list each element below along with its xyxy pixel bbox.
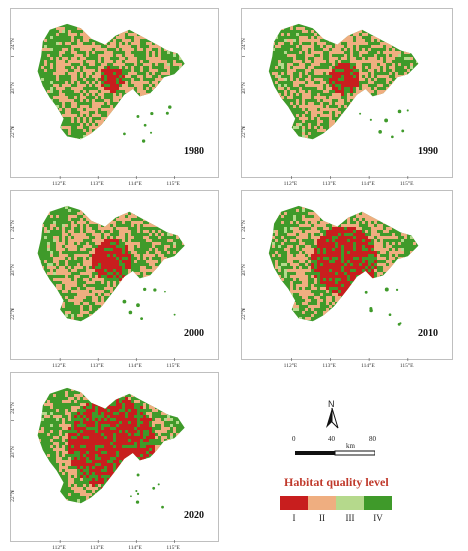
map-year-label: 2020 <box>184 510 204 521</box>
x-tick-label: 114°E <box>128 181 142 187</box>
y-tick-label: 24°N <box>241 220 247 232</box>
legend-title: Habitat quality level <box>284 475 389 490</box>
y-tick-label: 23°N <box>10 446 16 458</box>
x-tick-label: 112°E <box>284 363 298 369</box>
legend-level-label: III <box>340 513 360 523</box>
habitat-raster <box>260 15 437 165</box>
x-tick-label: 114°E <box>128 545 142 551</box>
x-tick-label: 115°E <box>166 363 180 369</box>
x-tick-label: 114°E <box>361 363 375 369</box>
y-tick-label: 22°N <box>10 491 16 503</box>
x-tick-label: 112°E <box>52 363 66 369</box>
y-tick-label: 23°N <box>241 82 247 94</box>
legend-swatch-IV <box>364 496 392 510</box>
legend-swatch-III <box>336 496 364 510</box>
y-tick-label: 24°N <box>10 38 16 50</box>
x-tick-label: 115°E <box>400 181 414 187</box>
habitat-raster <box>29 197 203 347</box>
y-tick-label: 23°N <box>241 264 247 276</box>
scale-tick-0: 0 <box>292 435 296 443</box>
x-tick-label: 113°E <box>322 363 336 369</box>
x-tick-label: 112°E <box>52 181 66 187</box>
y-tick-label: 24°N <box>10 402 16 414</box>
map-year-label: 2010 <box>418 328 438 339</box>
map-year-label: 2000 <box>184 328 204 339</box>
map-year-label: 1980 <box>184 146 204 157</box>
legend-level-label: II <box>312 513 332 523</box>
x-tick-label: 113°E <box>90 545 104 551</box>
y-tick-label: 24°N <box>241 38 247 50</box>
y-tick-label: 22°N <box>241 309 247 321</box>
x-tick-label: 115°E <box>166 545 180 551</box>
x-tick-label: 113°E <box>90 363 104 369</box>
x-tick-label: 113°E <box>322 181 336 187</box>
scale-tick-80: 80 <box>369 435 376 443</box>
y-tick-label: 22°N <box>10 127 16 139</box>
scale-tick-40: 40 <box>328 435 335 443</box>
x-tick-label: 115°E <box>400 363 414 369</box>
habitat-raster <box>29 15 203 165</box>
map-year-label: 1990 <box>418 146 438 157</box>
x-tick-label: 114°E <box>128 363 142 369</box>
y-tick-label: 24°N <box>10 220 16 232</box>
north-label: N <box>328 399 335 409</box>
scale-unit: km <box>346 442 355 450</box>
legend-level-label: IV <box>368 513 388 523</box>
x-tick-label: 115°E <box>166 181 180 187</box>
x-tick-label: 112°E <box>52 545 66 551</box>
x-tick-label: 113°E <box>90 181 104 187</box>
y-tick-label: 23°N <box>10 264 16 276</box>
y-tick-label: 23°N <box>10 82 16 94</box>
legend-swatch-I <box>280 496 308 510</box>
legend-swatch-II <box>308 496 336 510</box>
y-tick-label: 22°N <box>10 309 16 321</box>
scale-bar <box>295 443 375 449</box>
legend-level-label: I <box>284 513 304 523</box>
y-tick-label: 22°N <box>241 127 247 139</box>
x-tick-label: 112°E <box>284 181 298 187</box>
habitat-raster <box>29 379 203 529</box>
x-tick-label: 114°E <box>361 181 375 187</box>
habitat-raster <box>260 197 437 347</box>
